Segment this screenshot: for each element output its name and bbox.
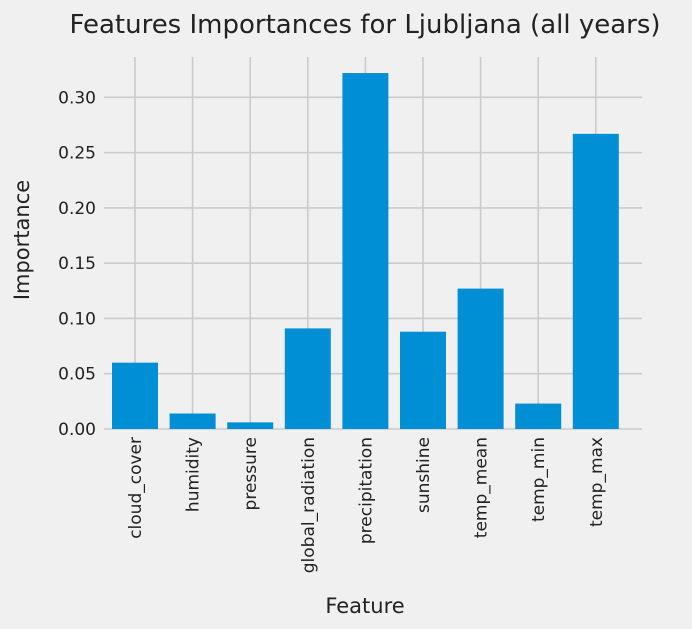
y-tick-label: 0.00 <box>58 420 96 440</box>
x-tick-label: cloud_cover <box>126 437 146 539</box>
bar-global-radiation <box>284 328 331 429</box>
x-tick-label: temp_mean <box>472 437 492 538</box>
bar-precipitation <box>342 73 389 429</box>
x-axis-ticks: cloud_cover humidity pressure global_radiat… <box>126 437 607 573</box>
bar-pressure <box>227 422 274 429</box>
x-tick-label: humidity <box>184 437 204 512</box>
x-tick-label: global_radiation <box>299 437 319 573</box>
bars <box>112 73 619 429</box>
x-tick-label: pressure <box>241 437 261 510</box>
bar-sunshine <box>400 331 446 429</box>
y-tick-label: 0.15 <box>58 254 96 274</box>
x-axis-label: Feature <box>325 594 404 618</box>
y-axis-ticks: 0.00 0.05 0.10 0.15 0.20 0.25 0.30 <box>58 88 96 440</box>
y-axis-label: Importance <box>10 180 34 300</box>
bar-temp-min <box>515 403 562 429</box>
bar-temp-max <box>572 133 619 429</box>
y-tick-label: 0.30 <box>58 88 96 108</box>
x-tick-label: temp_min <box>529 437 549 522</box>
x-tick-label: sunshine <box>414 437 434 513</box>
y-tick-label: 0.05 <box>58 365 96 385</box>
bar-humidity <box>169 413 216 429</box>
x-tick-label: temp_max <box>587 437 607 527</box>
bar-temp-mean <box>457 288 504 429</box>
bar-cloud-cover <box>112 362 158 429</box>
y-tick-label: 0.25 <box>58 144 96 164</box>
x-tick-label: precipitation <box>356 437 376 544</box>
chart-title: Features Importances for Ljubljana (all … <box>69 10 660 40</box>
y-tick-label: 0.20 <box>58 199 96 219</box>
y-tick-label: 0.10 <box>58 309 96 329</box>
